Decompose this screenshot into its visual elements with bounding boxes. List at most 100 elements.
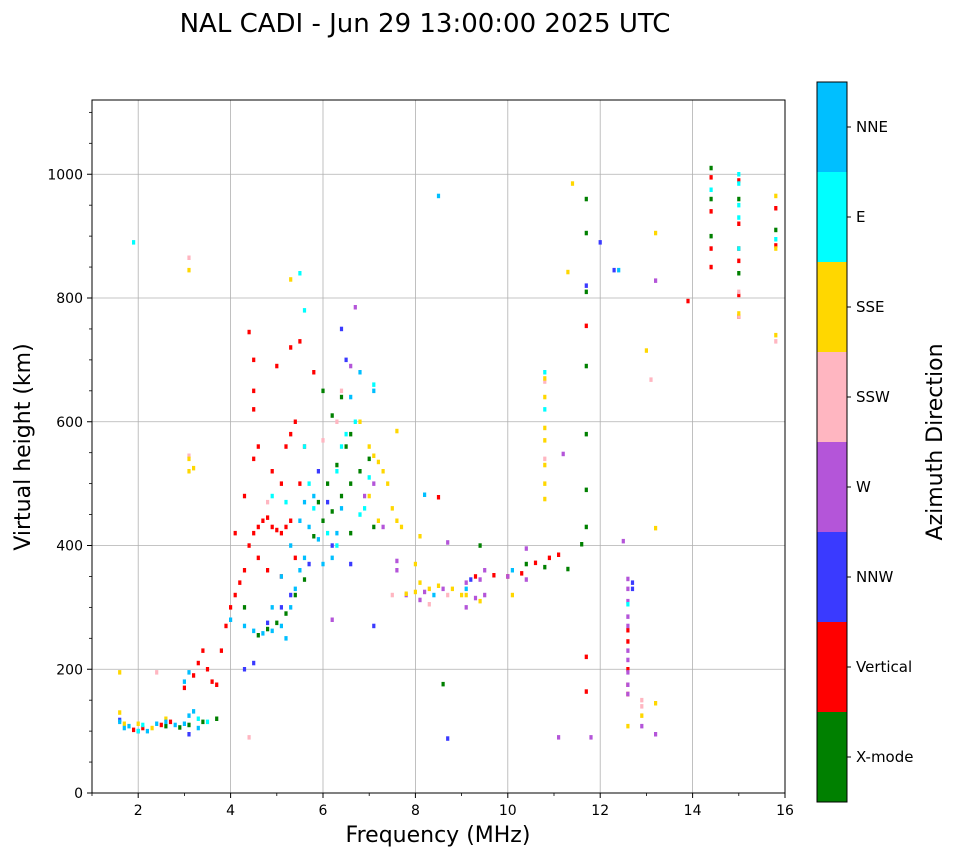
data-point-nnw — [330, 543, 334, 548]
data-point-vertical — [159, 722, 163, 728]
data-point-nne — [464, 586, 468, 592]
data-point-w — [363, 493, 367, 499]
data-point-e — [141, 722, 145, 728]
data-point-x-mode — [774, 227, 778, 233]
data-point-e — [136, 728, 140, 734]
data-point-nne — [192, 709, 196, 714]
data-point-x-mode — [321, 388, 325, 394]
data-point-w — [473, 595, 478, 601]
data-point-w — [418, 597, 422, 603]
data-points — [118, 165, 778, 741]
data-point-e — [284, 499, 288, 505]
data-point-x-mode — [584, 196, 588, 202]
chart-title: NAL CADI - Jun 29 13:00:00 2025 UTC — [180, 9, 671, 39]
grid-lines — [92, 100, 786, 793]
data-point-nne — [270, 628, 274, 634]
data-point-sse — [543, 462, 547, 468]
data-point-nne — [302, 555, 307, 561]
data-point-vertical — [205, 667, 210, 672]
data-point-nne — [284, 636, 288, 641]
data-point-w — [626, 648, 630, 653]
data-point-w — [372, 481, 376, 486]
data-point-w — [557, 735, 561, 740]
data-point-vertical — [737, 258, 741, 264]
data-point-ssw — [155, 670, 159, 675]
data-point-ssw — [266, 499, 270, 505]
colorbar-segment — [817, 712, 847, 802]
data-point-vertical — [279, 481, 283, 486]
data-point-x-mode — [266, 626, 270, 632]
data-point-e — [367, 475, 371, 480]
data-point-vertical — [709, 264, 713, 270]
data-point-sse — [418, 580, 422, 585]
data-point-w — [626, 657, 630, 663]
data-point-vertical — [252, 407, 256, 412]
colorbar-category-label: Vertical — [856, 658, 912, 676]
data-point-e — [737, 202, 741, 208]
data-point-e — [344, 431, 348, 437]
data-point-sse — [367, 493, 371, 499]
y-tick-label: 0 — [74, 786, 83, 802]
data-point-vertical — [626, 667, 630, 672]
x-tick-label: 8 — [411, 803, 420, 819]
data-point-sse — [372, 453, 376, 458]
data-point-x-mode — [302, 577, 307, 582]
data-point-x-mode — [566, 566, 570, 572]
data-point-sse — [737, 311, 741, 316]
data-point-vertical — [289, 518, 293, 523]
data-point-sse — [390, 506, 394, 511]
data-point-vertical — [233, 530, 237, 536]
data-point-nne — [279, 574, 283, 579]
data-point-nne — [270, 605, 274, 610]
data-point-x-mode — [584, 230, 588, 236]
y-tick-label: 800 — [56, 291, 83, 307]
data-point-vertical — [247, 543, 251, 548]
data-point-w — [483, 592, 487, 598]
x-axis-label: Frequency (MHz) — [346, 823, 531, 848]
data-point-e — [132, 240, 136, 245]
data-point-x-mode — [584, 363, 588, 369]
y-tick-label: 200 — [56, 662, 83, 678]
data-point-nnw — [612, 267, 616, 273]
data-point-x-mode — [164, 723, 168, 729]
data-point-e — [335, 469, 339, 474]
data-point-x-mode — [335, 462, 339, 468]
data-point-w — [464, 605, 468, 610]
data-point-x-mode — [524, 561, 528, 567]
colorbar-frame — [816, 81, 848, 803]
x-tick-label: 2 — [134, 803, 143, 819]
data-point-nnw — [266, 620, 270, 626]
data-point-vertical — [196, 660, 200, 666]
data-point-sse — [774, 332, 778, 338]
data-point-w — [626, 623, 630, 629]
data-point-ssw — [339, 388, 344, 394]
data-point-nnw — [630, 580, 635, 585]
data-point-sse — [418, 534, 422, 539]
colorbar: X-mode Vertical NNW W SSW SSE E NNE — [816, 81, 913, 803]
data-point-e — [307, 481, 311, 486]
data-point-vertical — [584, 654, 588, 660]
data-point-nne — [289, 543, 293, 548]
data-point-nnw — [316, 469, 320, 474]
data-point-nnw — [630, 586, 635, 592]
data-point-x-mode — [201, 719, 205, 725]
data-point-nne — [182, 721, 186, 726]
data-point-ssw — [390, 592, 394, 598]
data-point-vertical — [284, 444, 288, 449]
data-point-w — [626, 598, 630, 604]
data-point-e — [270, 493, 274, 499]
data-point-nne — [617, 267, 621, 273]
data-point-x-mode — [349, 481, 353, 486]
data-point-sse — [543, 376, 547, 381]
data-point-vertical — [737, 221, 741, 226]
data-point-sse — [543, 438, 547, 443]
data-point-nne — [279, 623, 283, 629]
data-point-vertical — [266, 568, 270, 573]
data-point-e — [737, 172, 741, 177]
data-point-sse — [543, 496, 547, 502]
data-point-ssw — [649, 377, 653, 382]
data-point-w — [441, 586, 445, 592]
data-point-vertical — [275, 363, 279, 369]
data-point-x-mode — [178, 725, 182, 730]
data-point-nne — [307, 524, 311, 530]
